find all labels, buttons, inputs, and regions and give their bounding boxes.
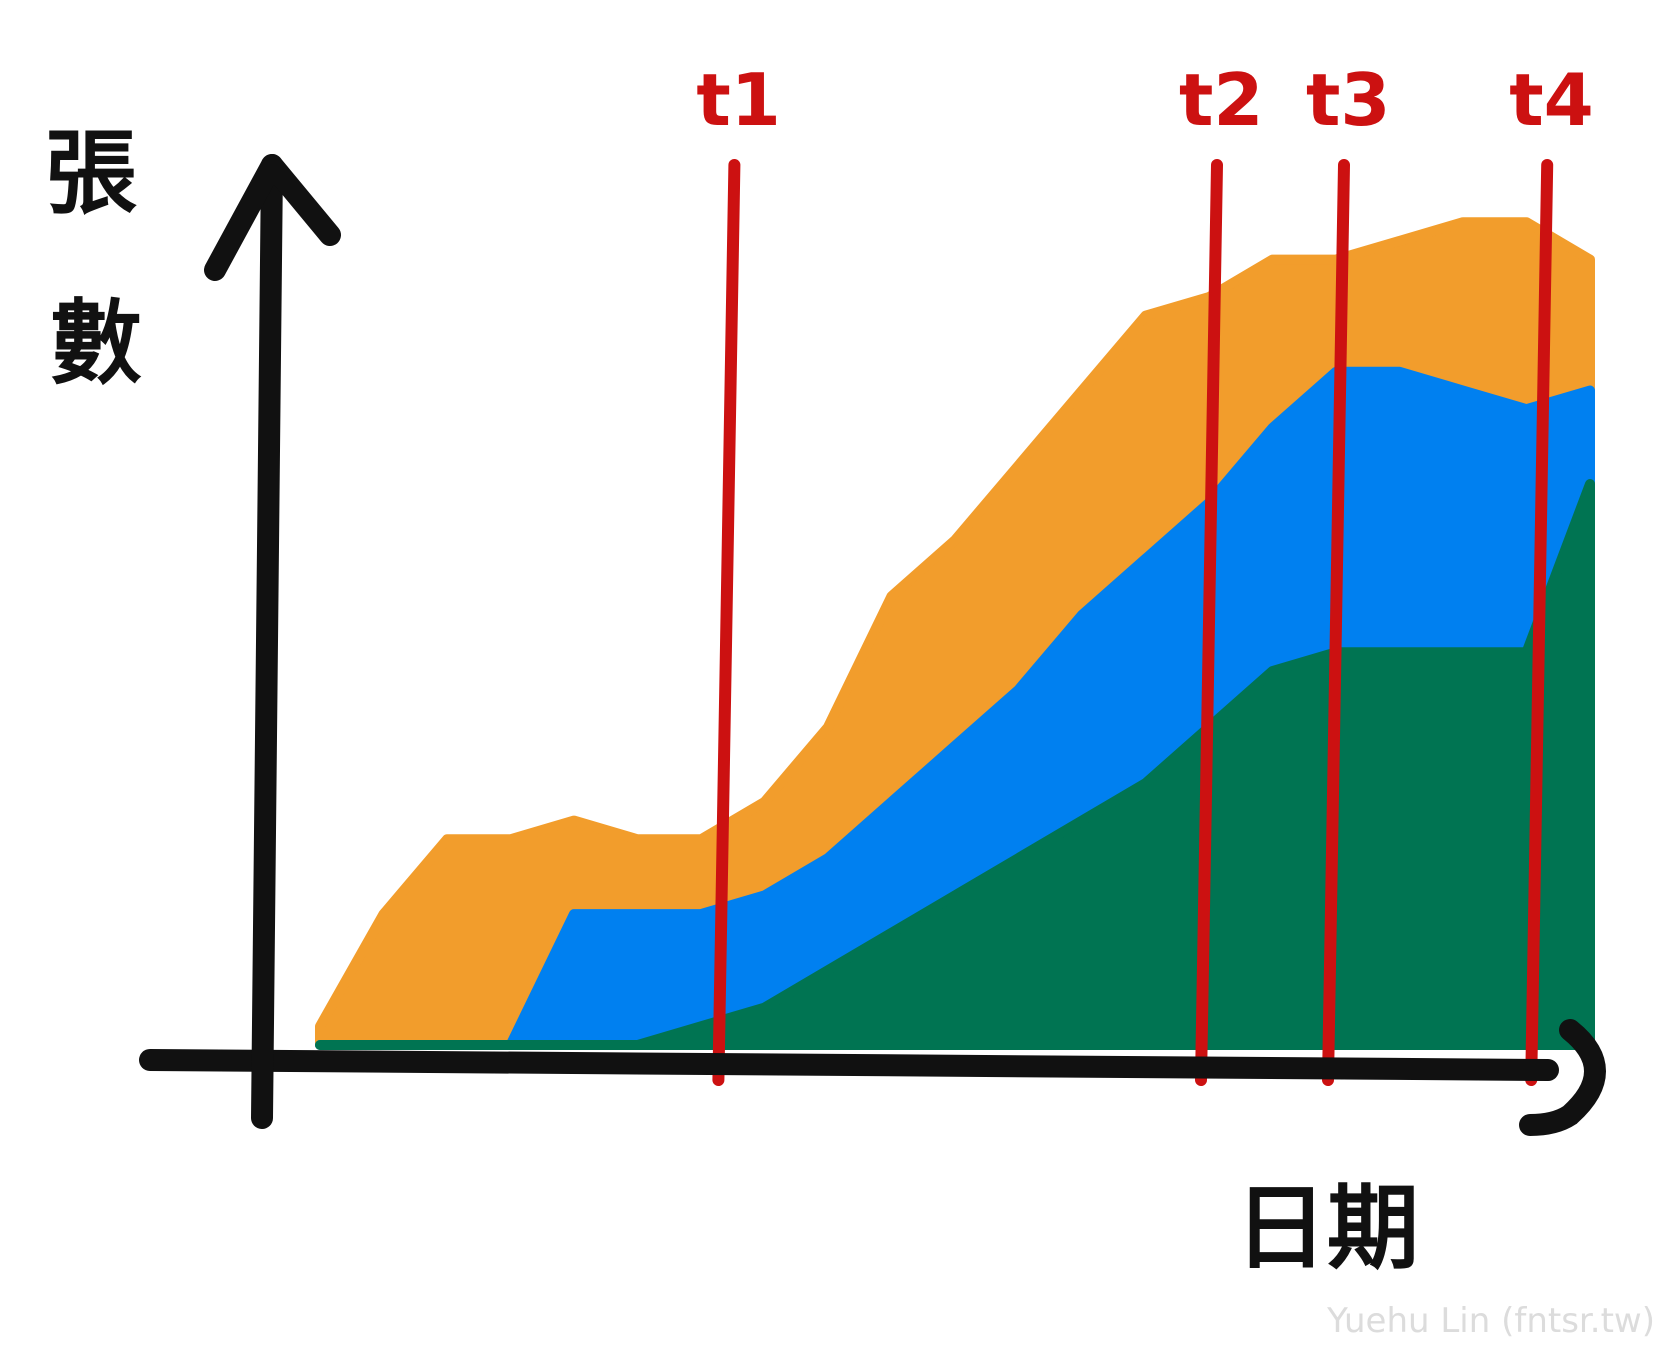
x-axis-label: 日期	[1235, 1175, 1419, 1282]
marker-line-t3	[1322, 159, 1350, 1086]
x-axis	[139, 1049, 1559, 1081]
area-series-1	[315, 479, 1595, 1050]
marker-label-t1: t1	[696, 58, 781, 142]
axes	[139, 154, 1606, 1136]
marker-label-t4: t4	[1509, 58, 1594, 142]
marker-line-t4	[1525, 159, 1554, 1086]
y-axis-label-char-1: 張	[45, 120, 137, 227]
area-series-group	[315, 217, 1595, 1050]
x-axis-end-hook	[1519, 1019, 1606, 1136]
watermark: Yuehu Lin (fntsr.tw)	[1326, 1301, 1655, 1341]
y-axis-arrow	[204, 154, 341, 281]
marker-line-t2	[1195, 159, 1223, 1086]
marker-label-t2: t2	[1179, 58, 1264, 142]
marker-label-t3: t3	[1306, 58, 1391, 142]
y-axis	[251, 154, 283, 1129]
marker-line-t1	[712, 159, 741, 1086]
y-axis-label-char-2: 數	[50, 290, 142, 397]
time-markers: t1 t2 t3 t4	[696, 58, 1594, 1086]
